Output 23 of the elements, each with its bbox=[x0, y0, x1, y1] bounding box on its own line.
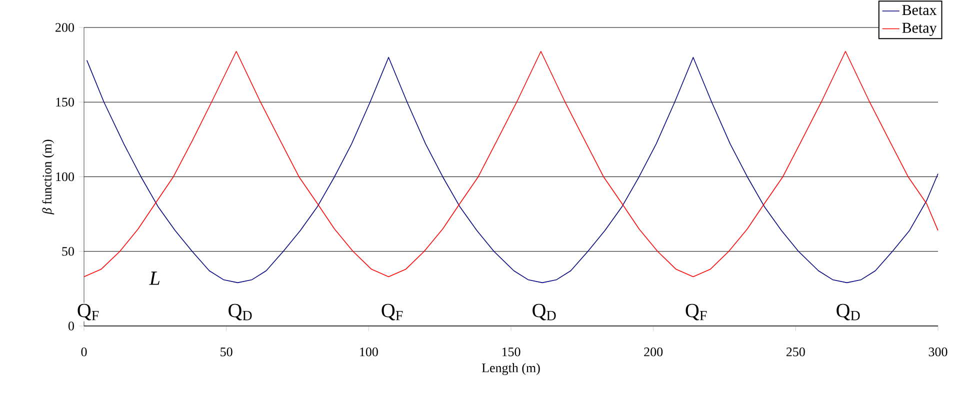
annotation: Q$_{F}$ bbox=[382, 304, 403, 320]
annotation: Q$_{D}$ bbox=[532, 304, 556, 320]
x-tick-label: 250 bbox=[786, 348, 805, 356]
annotation: Q$_{F}$ bbox=[78, 304, 99, 320]
annotation: Q$_{F}$ bbox=[686, 304, 707, 320]
y-tick-label: 100 bbox=[56, 172, 74, 182]
x-tick-label: 50 bbox=[220, 348, 232, 356]
y-axis-title: β function (m) bbox=[42, 140, 54, 214]
x-tick-label: 200 bbox=[644, 348, 663, 356]
y-tick-label: 150 bbox=[56, 98, 74, 106]
annotation: Q$_{D}$ bbox=[228, 304, 252, 320]
x-tick-label: 150 bbox=[502, 348, 520, 356]
annotation: L bbox=[149, 272, 160, 285]
y-tick-label: 50 bbox=[62, 246, 74, 256]
legend-label: Betay bbox=[902, 22, 937, 36]
x-tick-label: 300 bbox=[928, 348, 948, 356]
x-tick-label: 0 bbox=[81, 348, 87, 356]
x-axis-title: Length (m) bbox=[482, 363, 540, 375]
y-tick-label: 200 bbox=[56, 23, 74, 32]
legend-label: Betax bbox=[902, 5, 937, 16]
x-tick-label: 100 bbox=[360, 348, 378, 356]
annotation: Q$_{D}$ bbox=[836, 304, 860, 320]
y-tick-label: 0 bbox=[68, 322, 74, 330]
